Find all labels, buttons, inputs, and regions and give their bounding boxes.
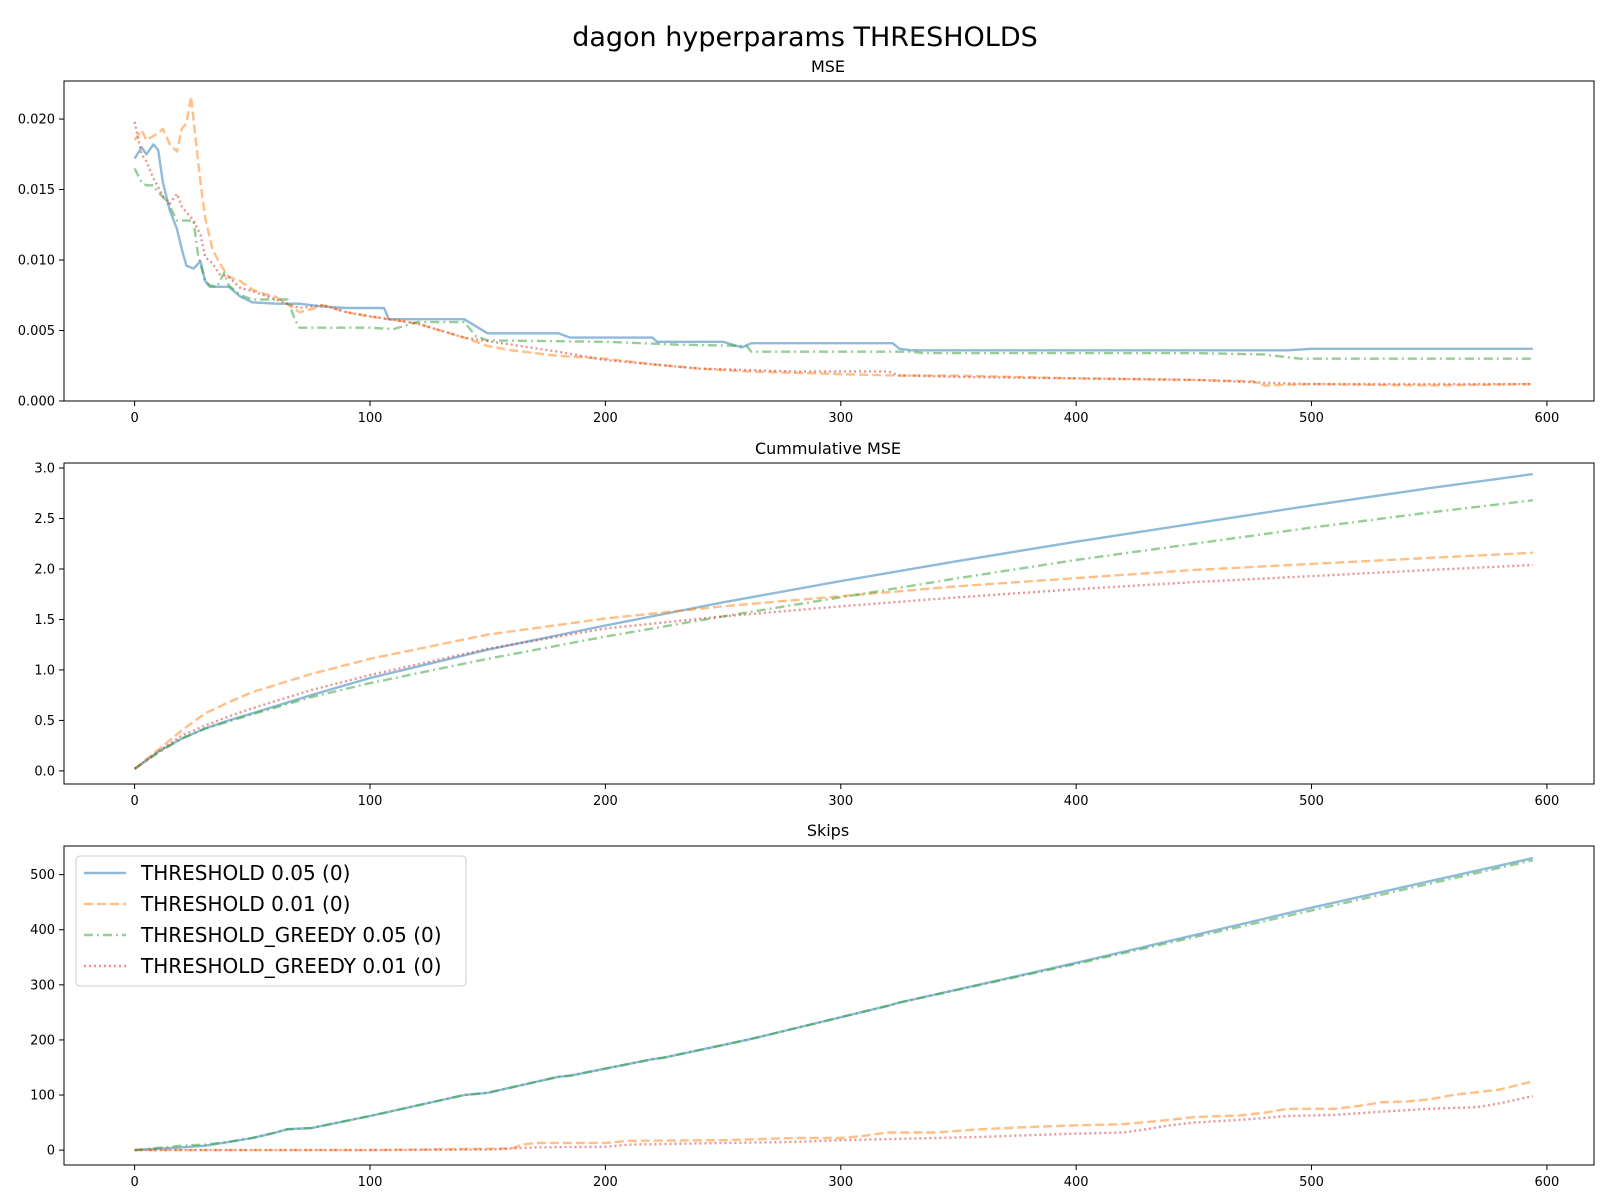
skips-x-tick-label: 300 <box>828 1175 853 1190</box>
mse-x-tick-label: 400 <box>1064 411 1089 426</box>
skips-y-tick-label: 300 <box>30 978 55 993</box>
cumulative-mse-title: Cummulative MSE <box>755 439 901 458</box>
skips-x-tick-label: 400 <box>1064 1175 1089 1190</box>
skips-y-tick-label: 200 <box>30 1033 55 1048</box>
mse-y-tick-label: 0.010 <box>18 254 55 269</box>
mse-x-tick-label: 0 <box>130 411 138 426</box>
legend-label-3: THRESHOLD_GREEDY 0.01 (0) <box>140 954 442 978</box>
skips-subplot: Skips 0 100 200 300 400 500 600 0 100 200 300 400 50… <box>30 821 1595 1190</box>
cumulative-mse-x-tick-label: 200 <box>593 794 618 809</box>
legend-label-1: THRESHOLD 0.01 (0) <box>140 892 350 916</box>
figure-title: dagon hyperparams THRESHOLDS <box>572 22 1038 53</box>
cumulative-mse-x-tick-label: 300 <box>828 794 853 809</box>
mse-series-line-0 <box>133 143 1533 352</box>
skips-title: Skips <box>807 821 849 840</box>
mse-x-tick-label: 300 <box>828 411 853 426</box>
skips-x-tick-label: 600 <box>1535 1175 1560 1190</box>
mse-x-tick-label: 200 <box>593 411 618 426</box>
cumulative-mse-series-line-3 <box>133 563 1533 770</box>
cumulative-mse-x-tick-label: 0 <box>130 794 138 809</box>
legend-frame <box>75 855 467 987</box>
skips-series-line-2 <box>134 859 1534 1152</box>
mse-y-tick-label: 0.005 <box>18 324 55 339</box>
cumulative-mse-x-tick-label: 600 <box>1535 794 1560 809</box>
cumulative-mse-y-tick-label: 0.0 <box>34 764 55 779</box>
cumulative-mse-y-tick-label: 0.5 <box>34 714 55 729</box>
skips-axes-frame <box>63 845 1595 1166</box>
skips-y-tick-label: 0 <box>47 1144 55 1159</box>
cumulative-mse-axes-frame <box>63 462 1595 785</box>
cumulative-mse-series-line-2 <box>133 499 1533 770</box>
legend-label-2: THRESHOLD_GREEDY 0.05 (0) <box>140 923 442 947</box>
mse-y-tick-label: 0.000 <box>18 395 55 410</box>
skips-x-tick-label: 0 <box>130 1175 138 1190</box>
skips-x-tick-label: 100 <box>358 1175 383 1190</box>
legend-label-0: THRESHOLD 0.05 (0) <box>140 861 350 885</box>
skips-x-tick-label: 200 <box>593 1175 618 1190</box>
cumulative-mse-x-tick-label: 100 <box>358 794 383 809</box>
skips-series-line-1 <box>134 1080 1534 1152</box>
skips-x-tick-label: 500 <box>1299 1175 1324 1190</box>
mse-y-tick-label: 0.020 <box>18 113 55 128</box>
mse-title: MSE <box>811 57 845 76</box>
cumulative-mse-series-line-1 <box>133 551 1533 770</box>
mse-x-tick-label: 100 <box>358 411 383 426</box>
skips-series-line-3 <box>134 1094 1534 1152</box>
skips-y-tick-label: 500 <box>30 868 55 883</box>
cumulative-mse-y-tick-label: 2.0 <box>34 562 55 577</box>
skips-y-tick-label: 400 <box>30 923 55 938</box>
cumulative-mse-x-tick-label: 500 <box>1299 794 1324 809</box>
mse-subplot: MSE 0 100 200 300 400 500 600 0.000 0.005 0.010 0.… <box>18 57 1595 426</box>
cumulative-mse-y-tick-label: 2.5 <box>34 512 55 527</box>
cumulative-mse-x-tick-label: 400 <box>1064 794 1089 809</box>
cumulative-mse-y-tick-label: 1.5 <box>34 613 55 628</box>
cumulative-mse-y-tick-label: 1.0 <box>34 663 55 678</box>
cumulative-mse-y-tick-label: 3.0 <box>34 462 55 477</box>
mse-y-tick-label: 0.015 <box>18 183 55 198</box>
mse-axes-frame <box>63 80 1595 402</box>
legend: THRESHOLD 0.05 (0) THRESHOLD 0.01 (0) THRE… <box>75 855 467 987</box>
mse-x-tick-label: 500 <box>1299 411 1324 426</box>
mse-series-line-2 <box>133 167 1533 360</box>
mse-x-tick-label: 600 <box>1535 411 1560 426</box>
skips-y-tick-label: 100 <box>30 1089 55 1104</box>
cumulative-mse-subplot: Cummulative MSE 0 100 200 300 400 500 600 0.0 0.… <box>34 439 1595 809</box>
